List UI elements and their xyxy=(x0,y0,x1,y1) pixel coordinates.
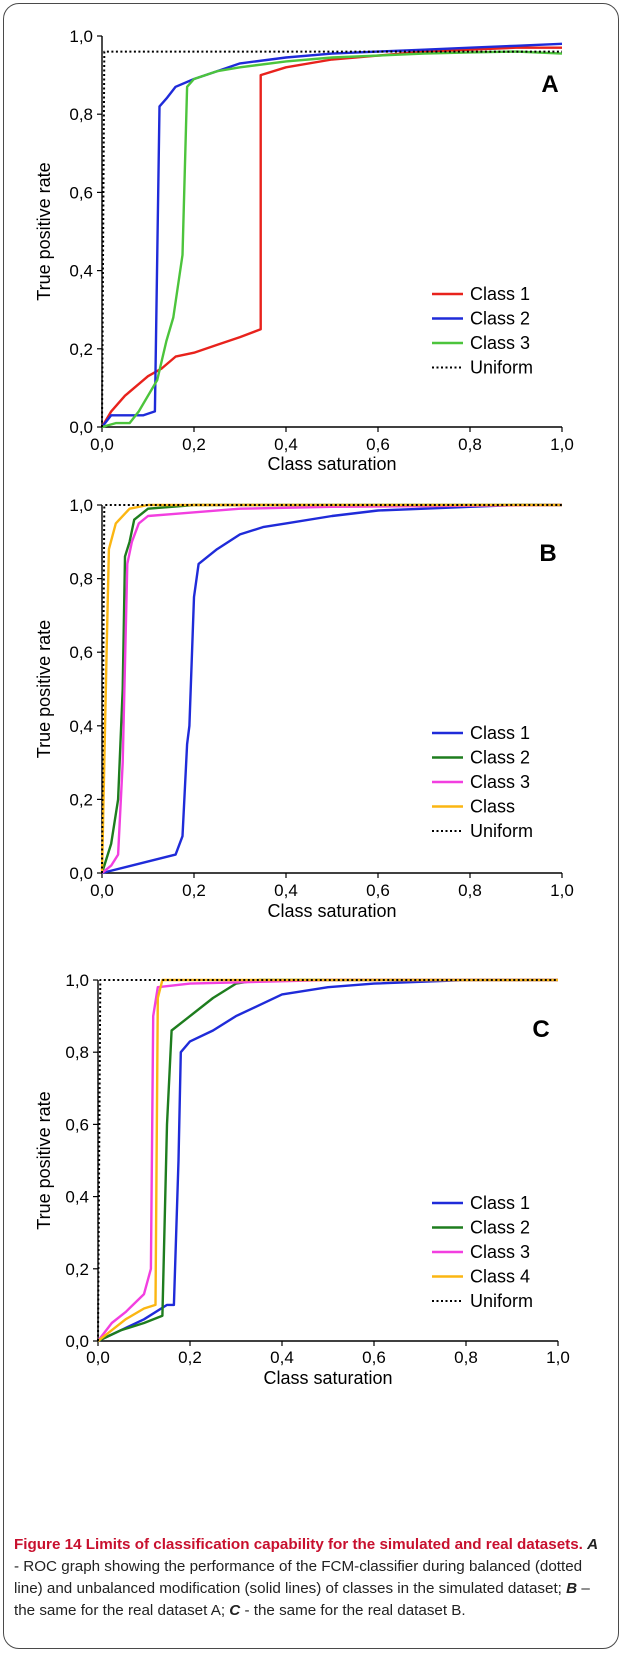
figure-caption: Figure 14 Limits of classification capab… xyxy=(14,1534,606,1622)
legend-label: Class 1 xyxy=(470,723,530,743)
panel-letter: B xyxy=(539,540,556,567)
caption-text: - ROC graph showing the performance of t… xyxy=(14,1558,583,1597)
x-tick-label: 1,0 xyxy=(546,1348,570,1367)
series-line-class-1 xyxy=(97,978,558,1343)
figure-label: Figure 14 xyxy=(14,1536,82,1553)
x-tick-label: 0,4 xyxy=(270,1348,294,1367)
caption-panel-ref: B xyxy=(566,1580,578,1597)
series-line-class-3 xyxy=(101,50,563,429)
x-tick-label: 0,8 xyxy=(458,435,482,454)
x-tick-label: 0,2 xyxy=(182,881,206,900)
roc-charts: 0,0 0,2 0,4 0,6 0,8 1,0 0,0 0,2 0,4 0,6 0,8 1,0 Clas… xyxy=(34,27,574,1388)
chart-panel-c: 0,0 0,2 0,4 0,6 0,8 1,0 0,0 0,2 0,4 0,6 0,8 1,0 Clas… xyxy=(34,971,570,1388)
legend-label: Class 2 xyxy=(470,1218,530,1238)
legend-label: Class 4 xyxy=(470,1267,530,1287)
panel-letter: C xyxy=(532,1016,549,1043)
x-tick-label: 0,4 xyxy=(274,435,298,454)
x-tick-label: 1,0 xyxy=(550,881,574,900)
x-tick-label: 0,0 xyxy=(86,1348,110,1367)
legend-label: Class 1 xyxy=(470,1193,530,1213)
y-tick-label: 0,8 xyxy=(69,570,93,589)
figure-frame xyxy=(3,3,619,1649)
y-tick-label: 0,8 xyxy=(69,105,93,124)
series-line-class-3 xyxy=(97,978,558,1342)
y-axis-title: True positive rate xyxy=(34,620,54,758)
x-tick-label: 0,2 xyxy=(182,435,206,454)
legend-label: Class 3 xyxy=(470,1242,530,1262)
figure-title: Figure 14 Limits of classification capab… xyxy=(14,1536,583,1553)
chart-panel-a: 0,0 0,2 0,4 0,6 0,8 1,0 0,0 0,2 0,4 0,6 0,8 1,0 Clas… xyxy=(34,27,574,474)
y-tick-label: 1,0 xyxy=(65,971,89,990)
x-tick-label: 0,8 xyxy=(454,1348,478,1367)
legend-label: Class 2 xyxy=(470,309,530,329)
series-line-class-4 xyxy=(97,978,558,1342)
y-tick-label: 0,8 xyxy=(65,1043,89,1062)
x-tick-label: 0,0 xyxy=(90,881,114,900)
legend-label: Uniform xyxy=(470,821,533,841)
legend: Class 1 Class 2 Class 3 Class Uniform xyxy=(432,723,533,841)
caption-text: – the same for the real dataset A; xyxy=(14,1580,590,1619)
y-axis-title: True positive rate xyxy=(34,162,54,300)
x-tick-label: 0,6 xyxy=(362,1348,386,1367)
legend: Class 1 Class 2 Class 3 Class 4 Uniform xyxy=(432,1193,533,1311)
y-tick-label: 0,4 xyxy=(65,1188,89,1207)
series-line-class-2 xyxy=(97,978,558,1343)
y-tick-label: 0,4 xyxy=(69,717,93,736)
y-tick-label: 0,0 xyxy=(69,418,93,437)
y-tick-label: 0,2 xyxy=(69,790,93,809)
y-tick-label: 0,2 xyxy=(65,1260,89,1279)
x-tick-label: 0,6 xyxy=(366,881,390,900)
legend-label: Uniform xyxy=(470,358,533,378)
legend-label: Class 2 xyxy=(470,748,530,768)
x-tick-label: 0,6 xyxy=(366,435,390,454)
legend-label: Class 1 xyxy=(470,284,530,304)
y-tick-label: 0,6 xyxy=(65,1115,89,1134)
chart-panel-b: 0,0 0,2 0,4 0,6 0,8 1,0 0,0 0,2 0,4 0,6 0,8 1,0 Clas… xyxy=(34,496,574,921)
x-tick-label: 0,8 xyxy=(458,881,482,900)
series-line-class-2 xyxy=(100,503,562,874)
y-tick-label: 0,0 xyxy=(65,1332,89,1351)
y-axis-title: True positive rate xyxy=(34,1091,54,1229)
x-tick-label: 0,4 xyxy=(274,881,298,900)
y-tick-label: 0,6 xyxy=(69,643,93,662)
x-tick-label: 1,0 xyxy=(550,435,574,454)
y-tick-label: 0,4 xyxy=(69,262,93,281)
caption-text: - the same for the real dataset B. xyxy=(240,1602,466,1619)
y-tick-label: 1,0 xyxy=(69,496,93,515)
series-line-class-1 xyxy=(101,503,562,875)
series-line-class-3 xyxy=(101,503,563,874)
y-tick-label: 0,0 xyxy=(69,864,93,883)
legend-label: Uniform xyxy=(470,1291,533,1311)
x-axis-title: Class saturation xyxy=(267,454,396,474)
series-line-uniform xyxy=(101,50,562,428)
series-line-uniform xyxy=(101,504,562,874)
legend: Class 1 Class 2 Class 3 Uniform xyxy=(432,284,533,378)
x-tick-label: 0,2 xyxy=(178,1348,202,1367)
caption-body: A - ROC graph showing the performance of… xyxy=(14,1536,598,1619)
legend-label: Class xyxy=(470,797,515,817)
figure-title-text: Limits of classification capability for … xyxy=(85,1536,583,1553)
series-line-class xyxy=(100,503,562,874)
y-tick-label: 0,2 xyxy=(69,340,93,359)
legend-label: Class 3 xyxy=(470,772,530,792)
x-axis-title: Class saturation xyxy=(267,901,396,921)
y-tick-label: 0,6 xyxy=(69,183,93,202)
x-tick-label: 0,0 xyxy=(90,435,114,454)
y-tick-label: 1,0 xyxy=(69,27,93,46)
caption-panel-ref: C xyxy=(229,1602,241,1619)
caption-panel-ref: A xyxy=(587,1536,599,1553)
legend-label: Class 3 xyxy=(470,333,530,353)
x-axis-title: Class saturation xyxy=(263,1368,392,1388)
panel-letter: A xyxy=(541,71,558,98)
series-line-uniform xyxy=(97,979,558,1342)
